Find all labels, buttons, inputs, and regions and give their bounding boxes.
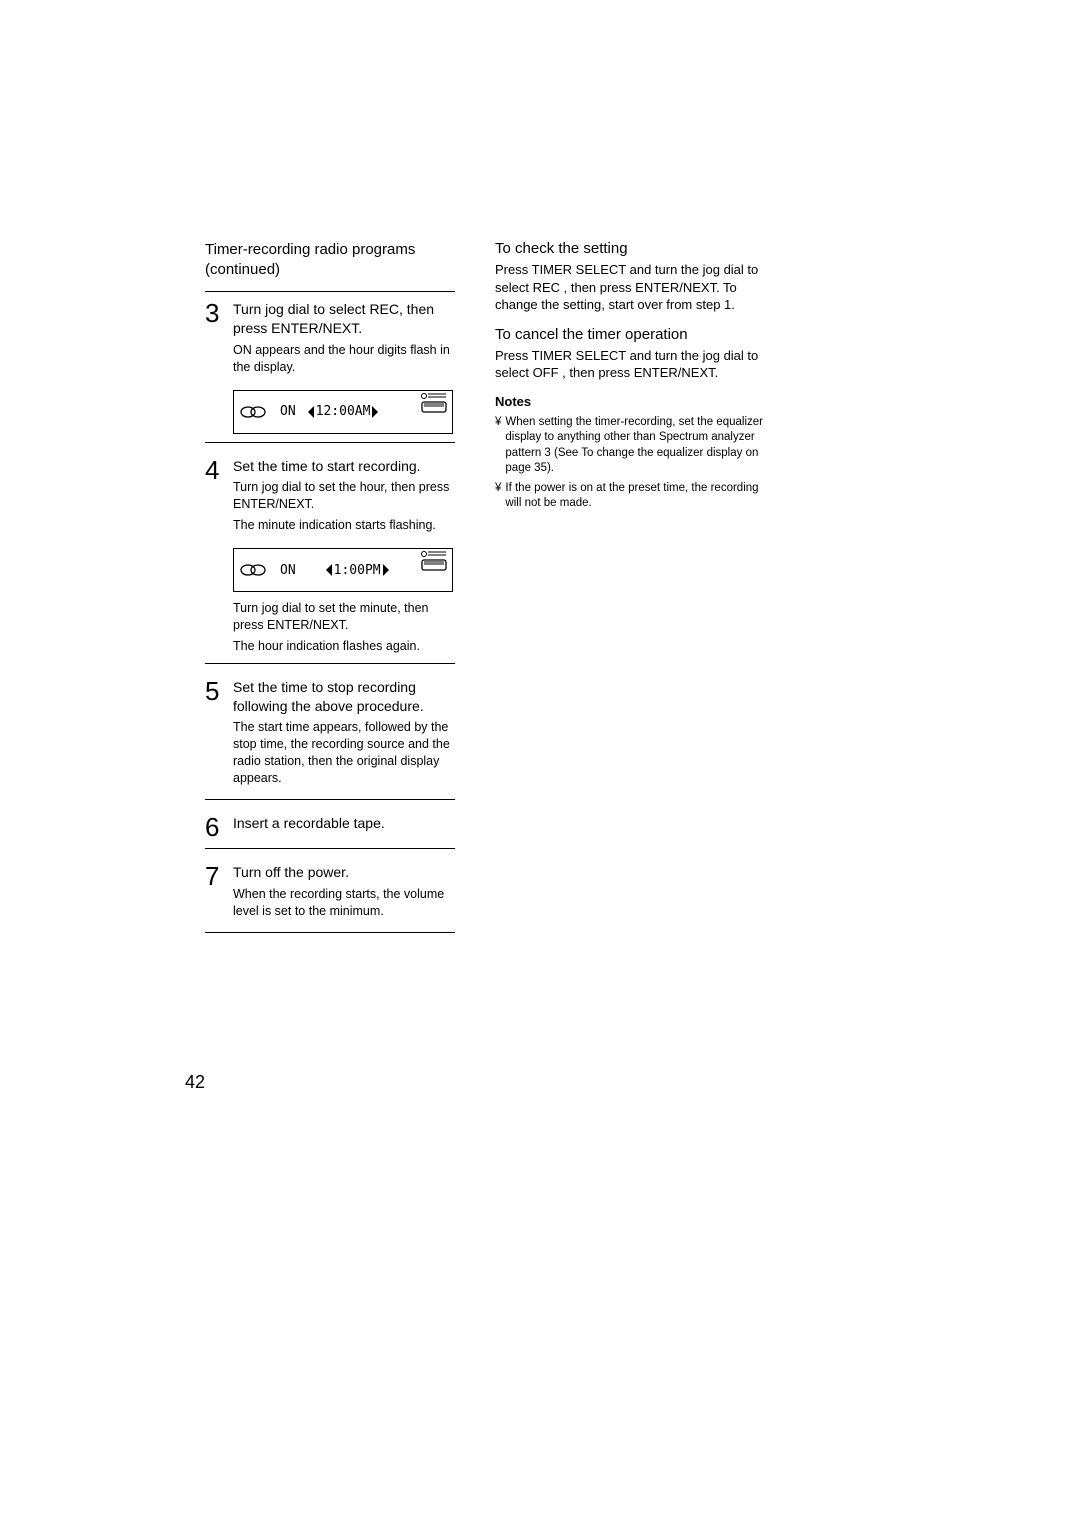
divider [205, 663, 455, 664]
bullet-icon: ¥ [495, 481, 501, 512]
step-body: Turn off the power. When the recording s… [233, 863, 455, 924]
step-title: Insert a recordable tape. [233, 814, 455, 833]
right-column: To check the setting Press TIMER SELECT … [495, 240, 765, 941]
page-number: 42 [185, 1072, 205, 1093]
step-detail: ON appears and the hour digits flash in … [233, 342, 455, 376]
step-detail: When the recording starts, the volume le… [233, 886, 455, 920]
step-title: Turn off the power. [233, 863, 455, 882]
step-detail: The minute indication starts flashing. [233, 517, 455, 534]
lcd-time-group: 1:00PM [324, 560, 391, 580]
step-title: Set the time to stop recording following… [233, 678, 455, 716]
check-setting-body: Press TIMER SELECT and turn the jog dial… [495, 261, 765, 314]
arrow-left-icon [306, 402, 316, 422]
step-detail: Turn jog dial to set the hour, then pres… [233, 479, 455, 513]
note-item: ¥ If the power is on at the preset time,… [495, 481, 765, 512]
step-title: Turn jog dial to select REC, then press … [233, 300, 455, 338]
step-5: 5 Set the time to stop recording followi… [205, 672, 455, 791]
lcd-main: 1:00PM [334, 563, 381, 578]
step-detail: The start time appears, followed by the … [233, 719, 455, 787]
step-4-post: Turn jog dial to set the minute, then pr… [233, 600, 455, 655]
note-text: When setting the timer-recording, set th… [505, 415, 765, 477]
divider [205, 442, 455, 443]
divider [205, 799, 455, 800]
step-7: 7 Turn off the power. When the recording… [205, 857, 455, 924]
step-body: Set the time to start recording. Turn jo… [233, 457, 455, 539]
disc-icon [240, 563, 266, 577]
section-title: Timer-recording radio programs (continue… [205, 240, 455, 279]
two-column-layout: Timer-recording radio programs (continue… [205, 240, 875, 941]
step-title: Set the time to start recording. [233, 457, 455, 476]
manual-page: Timer-recording radio programs (continue… [205, 240, 875, 941]
lcd-main: 12:00AM [316, 404, 371, 419]
arrow-right-icon [381, 560, 391, 580]
note-text: If the power is on at the preset time, t… [505, 481, 765, 512]
step-body: Insert a recordable tape. [233, 814, 455, 837]
step-4: 4 Set the time to start recording. Turn … [205, 451, 455, 539]
lcd-display-2: ON 1:00PM [233, 548, 453, 592]
step-number: 7 [205, 863, 223, 889]
bullet-icon: ¥ [495, 415, 501, 477]
step-number: 6 [205, 814, 223, 840]
arrow-right-icon [370, 402, 380, 422]
divider [205, 932, 455, 933]
arrow-left-icon [324, 560, 334, 580]
lcd-text: ON 1:00PM [280, 560, 391, 580]
notes-heading: Notes [495, 394, 765, 409]
left-column: Timer-recording radio programs (continue… [205, 240, 455, 941]
check-setting-head: To check the setting [495, 240, 765, 257]
tape-icon [420, 392, 448, 419]
step-number: 3 [205, 300, 223, 326]
lcd-on: ON [280, 563, 296, 578]
lcd-on: ON [280, 404, 296, 419]
lcd-time-group: 12:00AM [306, 402, 381, 422]
lcd-text: ON 12:00AM [280, 402, 380, 422]
note-item: ¥ When setting the timer-recording, set … [495, 415, 765, 477]
disc-icon [240, 405, 266, 419]
tape-icon [420, 550, 448, 577]
step-detail: The hour indication flashes again. [233, 638, 455, 655]
lcd-display-1: ON 12:00AM [233, 390, 453, 434]
divider [205, 291, 455, 292]
step-6: 6 Insert a recordable tape. [205, 808, 455, 840]
cancel-timer-body: Press TIMER SELECT and turn the jog dial… [495, 347, 765, 382]
step-body: Turn jog dial to select REC, then press … [233, 300, 455, 380]
step-detail: Turn jog dial to set the minute, then pr… [233, 600, 455, 634]
step-3: 3 Turn jog dial to select REC, then pres… [205, 294, 455, 380]
step-number: 5 [205, 678, 223, 704]
divider [205, 848, 455, 849]
cancel-timer-head: To cancel the timer operation [495, 326, 765, 343]
step-body: Set the time to stop recording following… [233, 678, 455, 791]
step-number: 4 [205, 457, 223, 483]
